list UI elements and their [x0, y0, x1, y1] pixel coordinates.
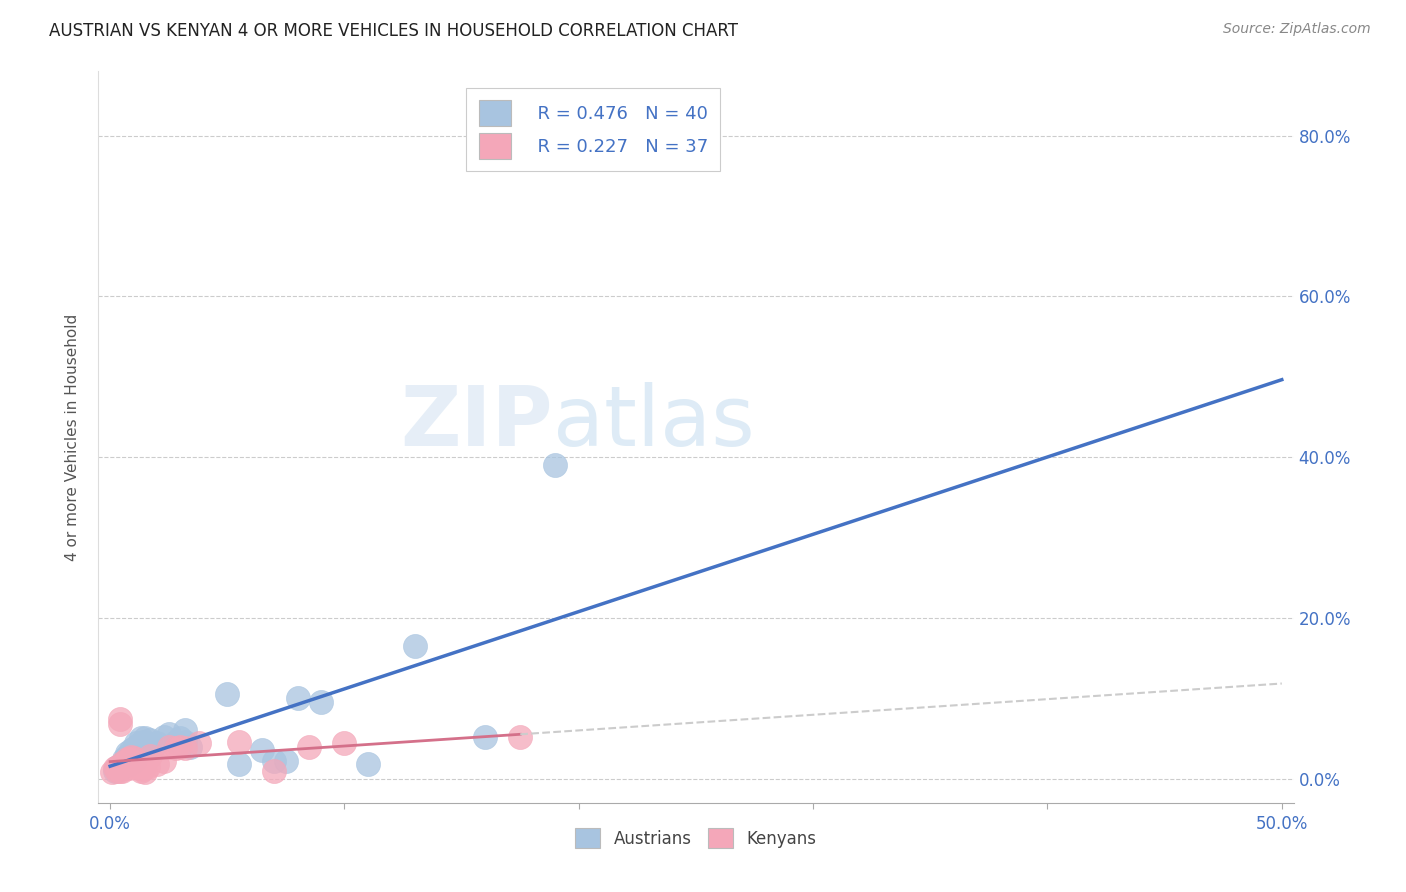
Point [228, 757, 250, 772]
Point [174, 741, 197, 756]
Point [165, 741, 187, 756]
Point [118, 761, 141, 775]
Point [115, 749, 138, 764]
Point [136, 759, 159, 773]
Point [108, 712, 131, 726]
Point [174, 723, 197, 738]
Point [115, 752, 138, 766]
Point [509, 730, 531, 744]
Point [125, 736, 148, 750]
Point [139, 733, 162, 747]
Point [153, 730, 176, 744]
Point [217, 687, 239, 701]
Point [139, 749, 162, 764]
Point [129, 731, 152, 746]
Point [127, 738, 149, 752]
Point [474, 730, 496, 744]
Text: atlas: atlas [553, 382, 754, 463]
Point [120, 757, 142, 772]
Point [174, 735, 197, 749]
Point [118, 757, 141, 772]
Point [274, 754, 297, 768]
Point [108, 717, 131, 731]
Point [105, 759, 128, 773]
Point [169, 731, 191, 746]
Point [157, 727, 180, 741]
Point [118, 749, 141, 764]
Point [357, 757, 380, 772]
Point [111, 756, 134, 770]
Point [129, 764, 152, 778]
Point [169, 739, 191, 754]
Point [228, 735, 250, 749]
Point [188, 736, 211, 750]
Point [115, 754, 138, 768]
Point [287, 691, 309, 706]
Point [298, 739, 321, 754]
Point [104, 761, 127, 775]
Point [157, 739, 180, 754]
Point [115, 746, 138, 760]
Point [136, 741, 159, 756]
Point [105, 759, 128, 773]
Point [104, 764, 127, 778]
Point [333, 736, 356, 750]
Point [111, 764, 134, 778]
Y-axis label: 4 or more Vehicles in Household: 4 or more Vehicles in Household [65, 313, 80, 561]
Point [165, 735, 187, 749]
Point [127, 761, 149, 775]
Point [252, 743, 274, 757]
Text: Source: ZipAtlas.com: Source: ZipAtlas.com [1223, 22, 1371, 37]
Point [112, 756, 135, 770]
Point [263, 764, 285, 778]
Point [112, 751, 135, 765]
Point [118, 752, 141, 766]
Point [146, 736, 169, 750]
Point [112, 757, 135, 772]
Text: ZIP: ZIP [401, 382, 553, 463]
Point [101, 765, 124, 780]
Point [105, 764, 128, 778]
Point [122, 741, 145, 756]
Legend: Austrians, Kenyans: Austrians, Kenyans [567, 820, 825, 856]
Point [263, 754, 285, 768]
Point [122, 751, 145, 765]
Point [125, 756, 148, 770]
Point [134, 765, 156, 780]
Point [544, 458, 567, 473]
Point [111, 757, 134, 772]
Text: AUSTRIAN VS KENYAN 4 OR MORE VEHICLES IN HOUSEHOLD CORRELATION CHART: AUSTRIAN VS KENYAN 4 OR MORE VEHICLES IN… [49, 22, 738, 40]
Point [153, 754, 176, 768]
Point [111, 759, 134, 773]
Point [120, 750, 142, 764]
Point [120, 743, 142, 757]
Point [146, 757, 169, 772]
Point [132, 762, 155, 776]
Point [134, 731, 156, 746]
Point [122, 754, 145, 768]
Point [108, 762, 131, 776]
Point [112, 757, 135, 772]
Point [108, 764, 131, 778]
Point [309, 694, 332, 708]
Point [132, 735, 155, 749]
Point [179, 739, 201, 754]
Point [404, 639, 426, 653]
